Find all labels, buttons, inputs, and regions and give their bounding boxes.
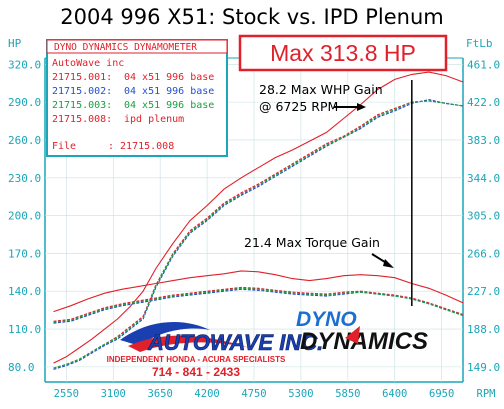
info-box-company: AutoWave inc [52, 58, 124, 69]
whp-gain-text: 28.2 Max WHP Gain [259, 82, 383, 97]
series-layer [53, 71, 464, 370]
unit-label-hp: HP [8, 37, 22, 50]
left-tick-labels: 320.0 290.0 260.0 230.0 200.0 170.0 140.0 110.0… [8, 58, 41, 374]
series-line-torque-2 [53, 288, 464, 324]
x-tick-labels: 2550 3100 3650 4200 4750 5300 5850 6400 6950 RPM [54, 388, 496, 400]
run-label: ipd plenum [124, 114, 184, 125]
series-line-torque-3 [53, 287, 464, 323]
x-tick-label: 5300 [288, 388, 313, 400]
autowave-swoosh-red-icon [128, 335, 250, 352]
run-id: 21715.001: [52, 72, 112, 83]
right-tick-label: 266.0 [467, 247, 500, 260]
x-tick-label: RPM [477, 388, 496, 400]
whp-rpm-text: @ 6725 RPM [259, 99, 338, 114]
left-tick-label: 80.0 [8, 361, 35, 374]
x-tick-label: 6950 [429, 388, 454, 400]
x-tick-label: 6400 [382, 388, 407, 400]
left-tick-label: 260.0 [8, 134, 41, 147]
x-tick-label: 4200 [194, 388, 219, 400]
series-line-hp-1 [53, 100, 464, 369]
unit-label-ftlb: FtLb [466, 37, 493, 50]
right-tick-label: 383.0 [467, 134, 500, 147]
autowave-swoosh-icon [120, 321, 210, 346]
left-tick-label: 200.0 [8, 210, 41, 223]
x-tick-label: 2550 [54, 388, 79, 400]
file-label: File [52, 141, 76, 152]
run-id: 21715.008: [52, 114, 112, 125]
left-tick-label: 110.0 [8, 323, 41, 336]
left-tick-label: 290.0 [8, 96, 41, 109]
autowave-wordmark: AUTOWAVE INC. [147, 330, 323, 355]
series-line-hp-2 [53, 99, 464, 370]
run-label: 04 x51 996 base [124, 100, 214, 111]
right-tick-label: 422.0 [467, 96, 500, 109]
info-box-header: DYNO DYNAMICS DYNAMOMETER [54, 42, 197, 53]
page-title: 2004 996 X51: Stock vs. IPD Plenum [60, 5, 444, 29]
x-tick-label: 3650 [148, 388, 173, 400]
whp-annotation: 28.2 Max WHP Gain @ 6725 RPM [259, 82, 383, 114]
autowave-tagline: INDEPENDENT HONDA - ACURA SPECIALISTS [107, 355, 286, 364]
x-tick-label: 4750 [241, 388, 266, 400]
file-value: : 21715.008 [108, 141, 174, 152]
max-hp-text: Max 313.8 HP [270, 40, 416, 66]
dyno-logo-bottom: DYNAMICS [300, 328, 428, 355]
series-line-hp-4 [53, 71, 464, 364]
right-tick-labels: 461.0 422.0 383.0 344.0 305.0 266.0 227.0 188.0… [467, 58, 500, 374]
series-line-hp-3 [53, 100, 464, 369]
run-id: 21715.002: [52, 86, 112, 97]
right-tick-label: 188.0 [467, 323, 500, 336]
dyno-logo-top: DYNO [296, 308, 357, 331]
left-tick-label: 140.0 [8, 285, 41, 298]
right-tick-label: 305.0 [467, 210, 500, 223]
run-label: 04 x51 996 base [124, 72, 214, 83]
whp-arrow-head-icon [357, 103, 366, 111]
x-tick-label: 5850 [335, 388, 360, 400]
series-line-torque-1 [53, 286, 464, 322]
left-tick-label: 320.0 [8, 58, 41, 71]
run-list: 21715.001: 04 x51 996 base 21715.002: 04 x5… [52, 72, 214, 125]
run-id: 21715.003: [52, 100, 112, 111]
dyno-dynamics-logo: DYNO DYNAMICS [296, 308, 428, 355]
left-tick-label: 170.0 [8, 247, 41, 260]
torque-arrow-head-icon [383, 259, 394, 268]
right-tick-label: 149.0 [467, 361, 500, 374]
right-tick-label: 461.0 [467, 58, 500, 71]
run-label: 04 x51 996 base [124, 86, 214, 97]
autowave-phone: 714 - 841 - 2433 [152, 365, 240, 379]
x-tick-label: 3100 [101, 388, 126, 400]
autowave-logo: AUTOWAVE INC. INDEPENDENT HONDA - ACURA … [107, 321, 324, 379]
torque-annotation: 21.4 Max Torque Gain [244, 235, 394, 268]
max-hp-banner: Max 313.8 HP [238, 34, 448, 72]
torque-gain-text: 21.4 Max Torque Gain [244, 235, 380, 250]
dyno-logo-mark-icon [345, 326, 360, 344]
right-tick-label: 344.0 [467, 172, 500, 185]
right-tick-label: 227.0 [467, 285, 500, 298]
series-line-torque-4 [53, 270, 464, 313]
info-box: DYNO DYNAMICS DYNAMOMETER AutoWave inc 2… [46, 39, 228, 157]
left-tick-label: 230.0 [8, 172, 41, 185]
